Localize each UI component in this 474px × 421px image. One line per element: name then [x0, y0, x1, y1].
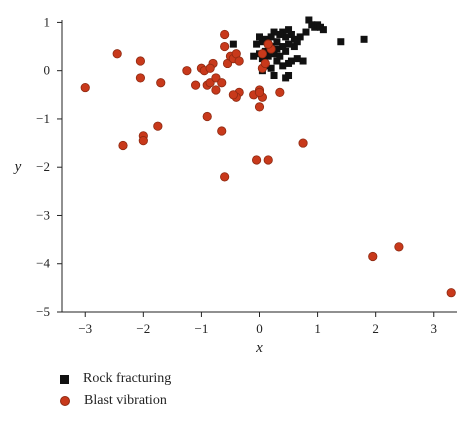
- blast-vibration-point: [211, 85, 221, 95]
- blast-vibration-point: [394, 242, 404, 252]
- rock-fracturing-point: [299, 57, 307, 65]
- x-tick-label: 2: [372, 321, 379, 336]
- y-tick-label: −5: [36, 304, 50, 319]
- y-axis-title: y: [13, 159, 22, 175]
- rock-fracturing-point: [270, 72, 278, 80]
- y-tick-label: −4: [36, 256, 50, 271]
- legend: Rock fracturing Blast vibration: [60, 368, 171, 412]
- y-tick-label: −1: [36, 111, 50, 126]
- rock-fracturing-point: [273, 38, 281, 46]
- blast-vibration-point: [182, 66, 192, 76]
- rock-fracturing-point: [302, 28, 310, 36]
- x-axis-title: x: [255, 340, 263, 356]
- blast-vibration-point: [205, 63, 215, 73]
- rock-fracturing-point: [267, 64, 275, 72]
- rock-fracturing-point: [287, 30, 295, 38]
- blast-vibration-point: [211, 73, 221, 83]
- blast-vibration-point: [205, 78, 215, 88]
- rock-fracturing-point: [360, 35, 368, 43]
- x-tick-label: −2: [136, 321, 150, 336]
- x-axis: −3 −2 −1 0 1 2 3: [78, 312, 437, 336]
- x-tick-label: −1: [194, 321, 208, 336]
- circle-marker-icon: [60, 396, 70, 406]
- rock-fracturing-point: [229, 40, 237, 48]
- rock-fracturing-point: [293, 38, 301, 46]
- x-tick-label: 3: [431, 321, 438, 336]
- blast-vibration-point: [263, 155, 273, 165]
- scatter-chart: −3 −2 −1 0 1 2 3 1 0 −1 −2 −3 −4 −5 x y: [13, 14, 457, 356]
- square-marker-icon: [60, 374, 69, 384]
- legend-item-rock-fracturing: Rock fracturing: [60, 368, 171, 390]
- blast-vibration-point: [263, 39, 273, 49]
- blast-vibration-point: [298, 138, 308, 148]
- rock-fracturing-point: [282, 33, 290, 41]
- rock-fracturing-point: [337, 38, 345, 46]
- y-tick-label: 1: [44, 14, 51, 29]
- blast-vibration-point: [135, 73, 146, 83]
- rock-fracturing-point: [264, 52, 272, 60]
- blast-vibration-point: [191, 80, 201, 90]
- rock-fracturing-point: [285, 26, 293, 34]
- rock-fracturing-point: [296, 33, 304, 41]
- rock-fracturing-point: [276, 30, 284, 38]
- blast-vibration-point: [156, 78, 166, 88]
- blast-vibration-point: [254, 102, 265, 112]
- blast-vibration-point: [135, 56, 146, 66]
- blast-vibration-point: [202, 111, 212, 122]
- rock-fracturing-point: [276, 52, 284, 60]
- data-points: [80, 16, 456, 298]
- rock-fracturing-point: [258, 38, 266, 46]
- rock-fracturing-point: [256, 33, 263, 41]
- rock-fracturing-point: [258, 55, 266, 63]
- rock-fracturing-point: [250, 52, 258, 60]
- blast-vibration-point: [217, 78, 227, 88]
- y-tick-label: −2: [36, 159, 50, 174]
- legend-item-blast-vibration: Blast vibration: [60, 390, 171, 412]
- y-axis: 1 0 −1 −2 −3 −4 −5: [36, 14, 62, 319]
- blast-vibration-point: [228, 90, 238, 100]
- y-tick-label: −3: [36, 207, 50, 222]
- rock-fracturing-point: [270, 28, 278, 36]
- blast-vibration-point: [257, 49, 268, 59]
- legend-label: Rock fracturing: [83, 371, 172, 386]
- rock-fracturing-point: [282, 74, 290, 82]
- rock-fracturing-point: [319, 26, 327, 34]
- rock-fracturing-point: [290, 43, 298, 51]
- blast-vibration-point: [260, 58, 270, 69]
- blast-vibration-point: [446, 288, 456, 298]
- blast-vibration-point: [234, 56, 244, 66]
- rock-fracturing-point: [305, 16, 313, 24]
- rock-fracturing-point: [253, 40, 261, 48]
- rock-fracturing-point: [267, 33, 275, 41]
- rock-fracturing-point: [270, 50, 278, 58]
- rock-fracturing-point: [285, 59, 293, 67]
- blast-vibration-point: [217, 126, 227, 136]
- blast-vibration-point: [220, 29, 230, 40]
- blast-vibration-point: [254, 87, 265, 97]
- rock-fracturing-point: [279, 43, 287, 51]
- blast-vibration-point: [138, 136, 148, 146]
- x-tick-label: 1: [314, 321, 321, 336]
- plot-area: [61, 20, 457, 313]
- blast-vibration-point: [220, 41, 230, 52]
- blast-vibration-point: [220, 172, 230, 182]
- blast-vibration-point: [368, 251, 378, 262]
- x-tick-label: 0: [256, 321, 263, 336]
- blast-vibration-point: [112, 49, 122, 59]
- blast-vibration-point: [251, 155, 262, 165]
- blast-vibration-point: [275, 87, 285, 97]
- rock-fracturing-point: [279, 62, 287, 70]
- y-tick-label: 0: [44, 63, 51, 78]
- rock-fracturing-point: [273, 45, 281, 53]
- legend-label: Blast vibration: [84, 393, 167, 408]
- blast-vibration-point: [118, 140, 128, 151]
- rock-fracturing-point: [293, 55, 301, 63]
- blast-vibration-point: [153, 121, 163, 131]
- rock-fracturing-point: [273, 57, 281, 65]
- rock-fracturing-point: [285, 40, 293, 48]
- blast-vibration-point: [80, 82, 90, 93]
- x-tick-label: −3: [78, 321, 92, 336]
- rock-fracturing-point: [282, 47, 290, 55]
